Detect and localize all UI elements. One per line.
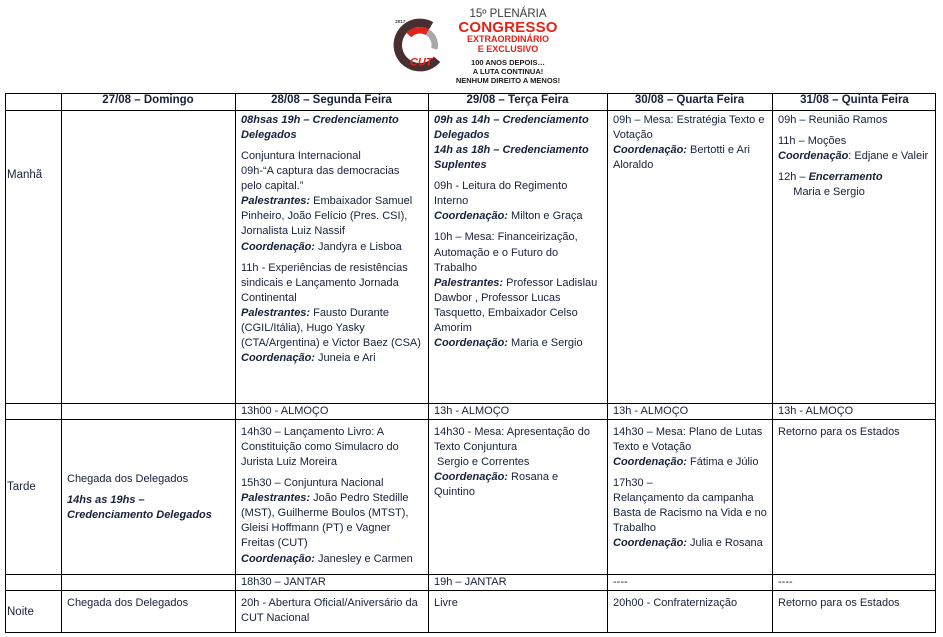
svg-text:2017: 2017	[395, 19, 406, 24]
